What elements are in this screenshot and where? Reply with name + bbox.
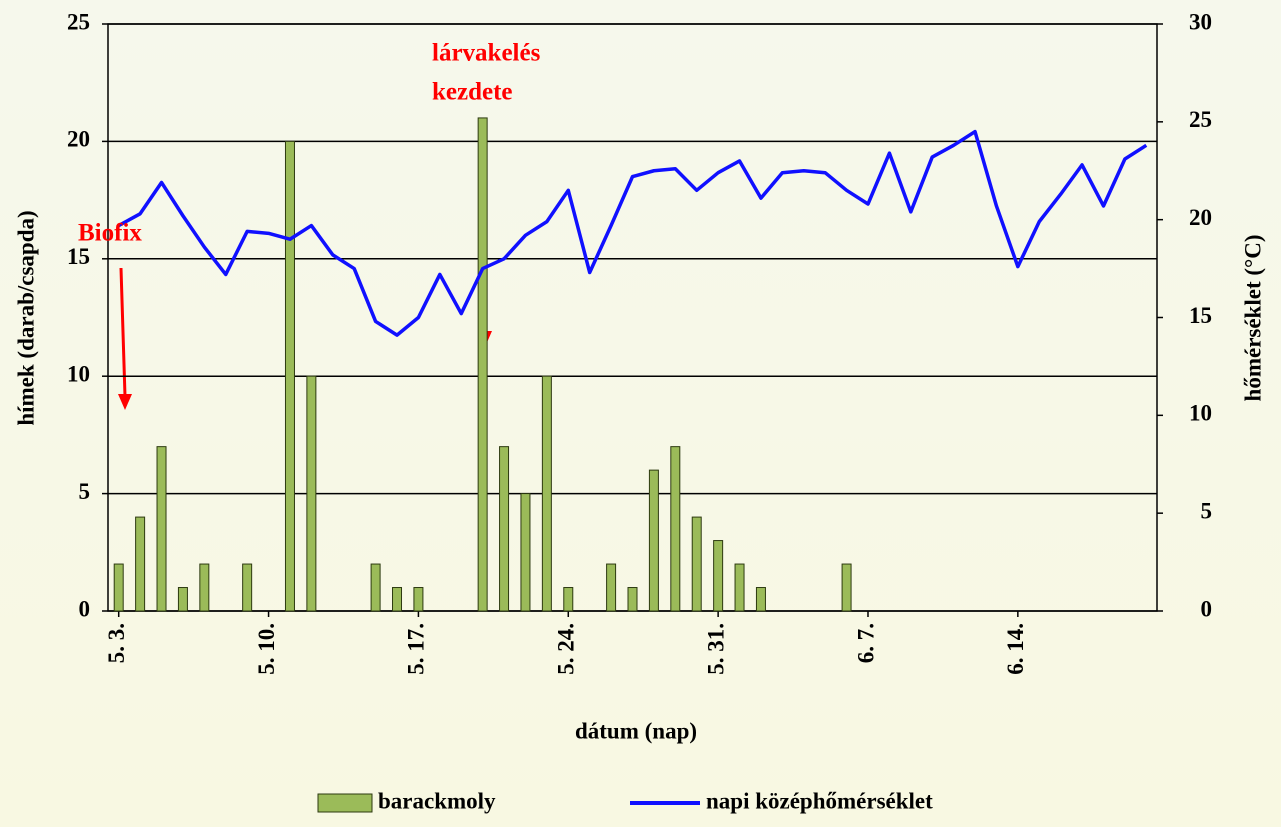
y-tick-label: 15 bbox=[67, 244, 90, 269]
bar bbox=[627, 587, 638, 612]
bar bbox=[563, 587, 574, 612]
legend-swatch bbox=[317, 793, 373, 813]
x-tick-label: 5. 3. bbox=[104, 623, 129, 663]
bar bbox=[306, 375, 317, 612]
bar bbox=[370, 563, 381, 612]
legend-label: barackmoly bbox=[378, 788, 496, 813]
bar bbox=[670, 446, 681, 612]
bar bbox=[606, 563, 617, 612]
y-tick-label: 0 bbox=[79, 596, 91, 621]
y2-tick-label: 5 bbox=[1201, 498, 1213, 523]
y-axis-label: hímek (darab/csapda) bbox=[13, 210, 38, 425]
y-tick-label: 10 bbox=[67, 361, 90, 386]
bar bbox=[113, 563, 124, 612]
bar bbox=[177, 587, 188, 612]
y2-tick-label: 20 bbox=[1189, 205, 1212, 230]
x-tick-label: 6. 7. bbox=[853, 623, 878, 663]
bar bbox=[477, 117, 488, 612]
bar bbox=[284, 140, 295, 612]
annotation: Biofix bbox=[78, 220, 142, 247]
bar bbox=[499, 446, 510, 612]
bar bbox=[242, 563, 253, 612]
bar bbox=[713, 540, 724, 612]
bar bbox=[648, 469, 659, 612]
y2-tick-label: 10 bbox=[1189, 401, 1212, 426]
y-tick-label: 25 bbox=[67, 9, 90, 34]
y2-tick-label: 0 bbox=[1201, 596, 1213, 621]
bar bbox=[520, 493, 531, 612]
y2-tick-label: 25 bbox=[1189, 107, 1212, 132]
y2-tick-label: 30 bbox=[1189, 9, 1212, 34]
y2-axis-label: hőmérséklet (°C) bbox=[1240, 235, 1265, 402]
x-tick-label: 5. 17. bbox=[404, 623, 429, 675]
annotation-arrow bbox=[119, 267, 127, 397]
annotation: lárvakelés bbox=[432, 40, 541, 67]
x-tick-label: 6. 14. bbox=[1003, 623, 1028, 675]
bar bbox=[392, 587, 403, 612]
line bbox=[117, 129, 1148, 337]
x-axis-label: dátum (nap) bbox=[575, 718, 697, 743]
y-tick-label: 20 bbox=[67, 127, 90, 152]
bar bbox=[156, 446, 167, 612]
bar bbox=[199, 563, 210, 612]
bar bbox=[841, 563, 852, 612]
x-tick-label: 5. 24. bbox=[554, 623, 579, 675]
x-tick-label: 5. 31. bbox=[703, 623, 728, 675]
bar bbox=[734, 563, 745, 612]
legend-label: napi középhőmérséklet bbox=[706, 788, 933, 813]
x-tick-label: 5. 10. bbox=[254, 623, 279, 675]
bar bbox=[691, 516, 702, 612]
annotation: kezdete bbox=[432, 79, 513, 106]
y2-tick-label: 15 bbox=[1189, 303, 1212, 328]
annotation-arrow-head bbox=[118, 394, 132, 410]
bar bbox=[413, 587, 424, 612]
y-tick-label: 5 bbox=[79, 479, 91, 504]
bar bbox=[755, 587, 766, 612]
plot-frame bbox=[107, 23, 1158, 612]
bar bbox=[541, 375, 552, 612]
bar bbox=[135, 516, 146, 612]
